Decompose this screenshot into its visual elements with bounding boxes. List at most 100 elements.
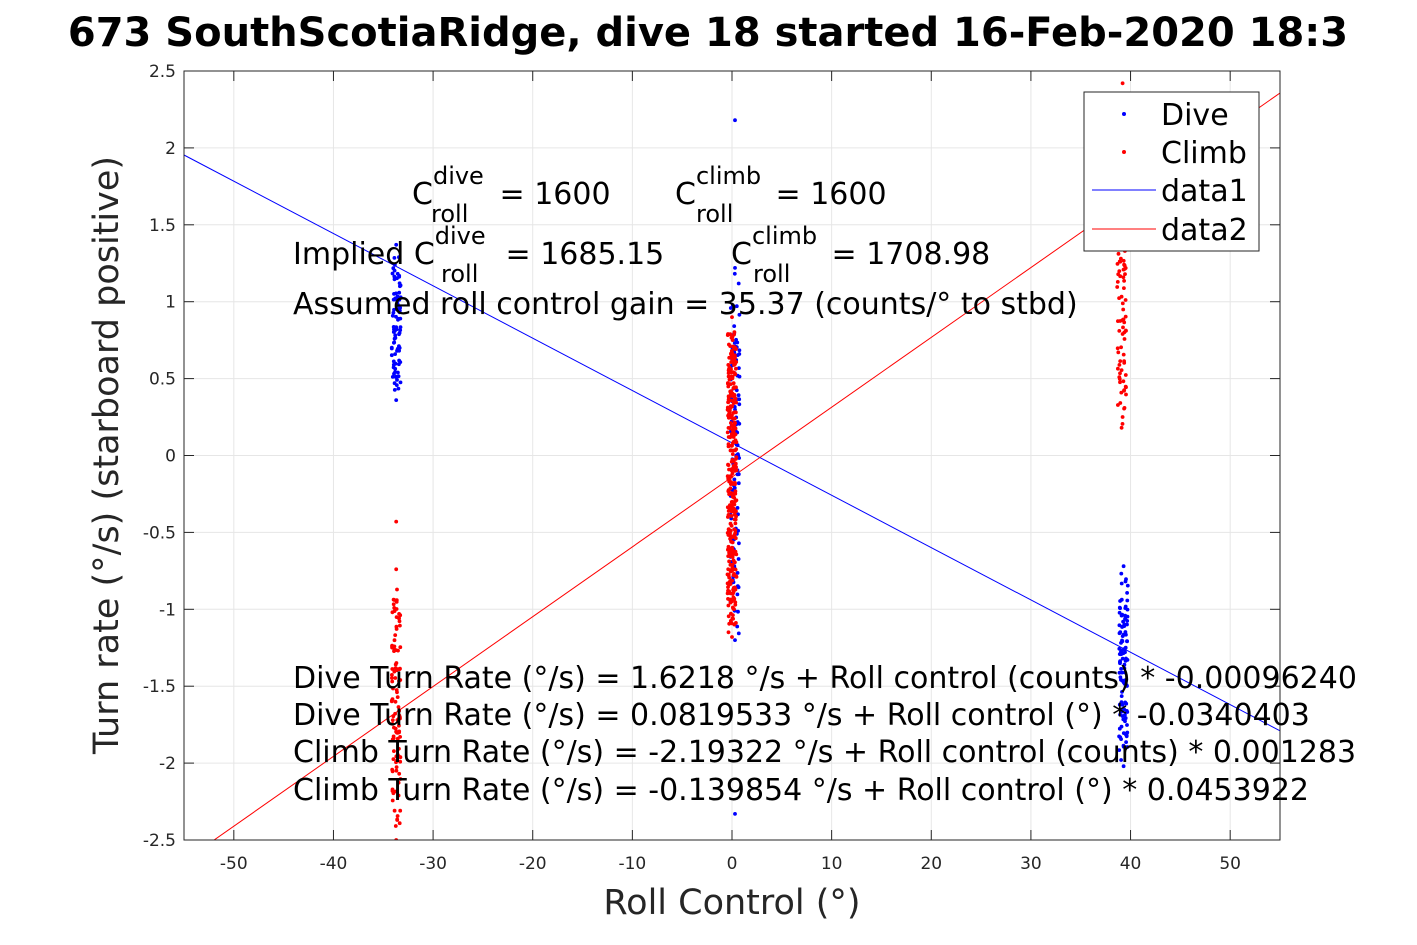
climb-point [1120,415,1125,419]
dive-point [736,393,741,398]
climb-point [1121,352,1126,357]
c-climb-annotation: Cclimb roll = 1600 [675,162,887,228]
legend-data2-label: data2 [1161,213,1248,248]
climb-point [392,669,397,674]
climb-point [392,649,396,653]
dive-point [1123,604,1128,609]
climb-point [394,567,399,572]
climb-point [1118,359,1123,363]
climb-point [727,377,732,382]
dive-point [1123,719,1127,724]
climb-point [1117,363,1122,367]
climb-point [732,330,737,335]
climb-point [394,627,399,631]
climb-point [725,474,730,479]
dive-point [736,631,741,636]
dive-point [394,374,399,379]
climb-point [727,559,731,564]
climb-point [396,780,401,785]
x-axis-label: Roll Control (°) [603,883,860,923]
climb-point [733,448,738,453]
climb-point [734,514,738,519]
dive-point [1119,597,1124,602]
climb-point [729,514,734,518]
climb-point [390,676,394,680]
climb-point [1123,373,1128,377]
dive-point [732,477,737,482]
climb-point [1120,81,1125,86]
dive-point [1123,700,1128,705]
climb-point [1118,371,1122,376]
dive-point [1120,690,1124,694]
climb-point [392,606,397,610]
climb-point [1124,392,1128,397]
climb-point [1116,403,1120,407]
dive-point [1119,758,1123,762]
x-tick-label: 40 [1120,854,1142,874]
climb-point [390,667,395,671]
climb-point [729,421,733,425]
climb-point [394,666,398,671]
climb-point [729,482,733,486]
dive-point [1119,571,1124,576]
climb-point [390,722,395,726]
climb-point [1117,375,1122,379]
dive-point [1123,579,1128,584]
dive-point [1120,656,1125,661]
dive-point [735,340,740,345]
climb-point [728,569,733,574]
y-tick-label: -2 [159,754,176,774]
climb-point [725,581,730,586]
climb-point [729,500,734,504]
y-tick-label: 1.5 [149,216,176,236]
climb-point [726,381,730,386]
climb-point [1119,345,1123,350]
climb-point [727,546,732,551]
climb-point [733,536,738,541]
dive-point [394,325,399,329]
climb-point [397,708,401,713]
climb-point [395,752,400,757]
dive-point [1122,670,1127,675]
dive-point [1119,648,1124,653]
dive-point [392,292,396,296]
climb-point [730,578,734,583]
dive-point [392,340,396,345]
climb-point [730,562,735,567]
climb-point [390,679,395,684]
climb-point [390,718,395,722]
climb-point [731,381,736,386]
x-tick-label: 30 [1020,854,1042,874]
climb-point [734,385,738,390]
climb-point [1121,317,1126,322]
dive-point [736,281,741,286]
climb-point [1122,320,1127,325]
climb-point [395,814,400,818]
climb-point [726,394,731,399]
dive-point [390,313,395,318]
climb-point [732,463,737,468]
climb-point [733,600,738,605]
dive-point [735,584,740,589]
dive-point [394,242,399,247]
chart-title: 673 SouthScotiaRidge, dive 18 started 16… [68,10,1348,56]
climb-point [1122,267,1127,271]
climb-point [732,596,737,601]
climb-point [1122,359,1126,363]
dive-point [1124,683,1129,688]
climb-point [733,499,738,503]
climb-point [726,400,731,404]
climb-point [731,506,736,511]
x-tick-label: 10 [821,854,843,874]
climb-point [730,540,735,545]
c-dive-annotation: Cdive roll = 1600 [412,162,611,228]
climb-point [397,821,402,826]
axis-ticks: -50 -40 -30 -20 -10 0 10 20 30 40 50-2.5-2-1.5-1-0… [143,62,1280,874]
climb-point [395,731,400,735]
dive-point [1125,639,1129,644]
climb-point [733,517,738,522]
climb-point [730,338,735,342]
dive-point [397,273,402,278]
climb-point [398,755,403,760]
equation-4: Climb Turn Rate (°/s) = -0.139854 °/s + … [293,773,1309,808]
